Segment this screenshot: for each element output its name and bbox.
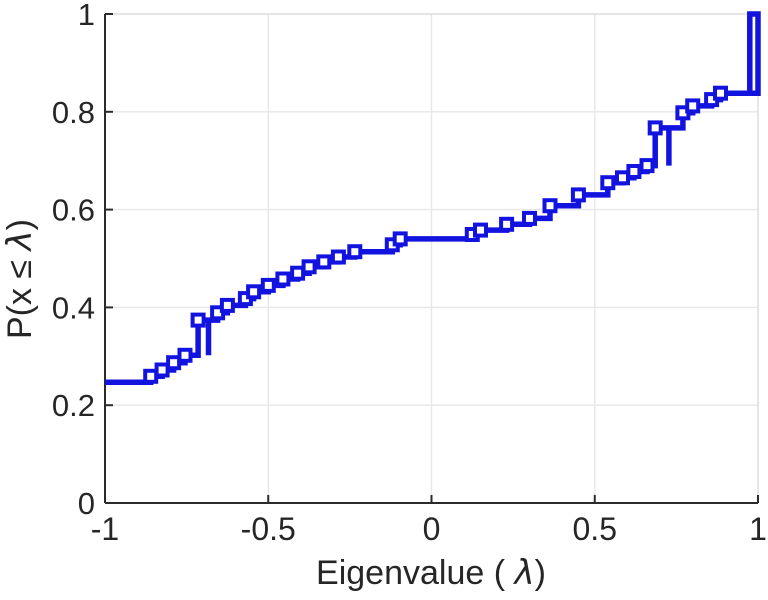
x-tick-label: 1: [749, 511, 767, 547]
data-point-marker: [473, 222, 488, 238]
data-point-marker: [570, 187, 586, 203]
data-point-marker: [626, 164, 642, 179]
y-axis-label: P(x ≤ λ): [0, 119, 42, 439]
data-point-marker: [219, 297, 235, 313]
data-point-marker: [647, 120, 663, 136]
data-point-marker: [347, 244, 363, 260]
data-point-marker: [685, 98, 701, 114]
y-axis-label-close: ): [1, 219, 39, 231]
y-axis-label-text: P(x ≤: [1, 250, 39, 340]
x-tick-label: -0.5: [241, 511, 296, 547]
lambda-symbol: λ: [0, 230, 40, 251]
data-point-marker: [275, 271, 291, 287]
data-point-marker: [290, 265, 306, 281]
lambda-symbol: λ: [514, 553, 535, 593]
x-tick-label: -1: [91, 511, 119, 547]
y-tick-label: 0.2: [52, 388, 95, 423]
x-tick-label: 0: [423, 511, 441, 547]
x-axis-label-close: ): [534, 554, 546, 592]
data-point-marker: [166, 355, 182, 371]
y-tick-label: 1: [78, 0, 95, 32]
data-point-marker: [190, 312, 206, 328]
data-point-marker: [143, 368, 159, 384]
y-tick-label: 0.6: [52, 193, 95, 228]
x-axis-label-text: Eigenvalue (: [316, 554, 515, 592]
data-point-marker: [260, 277, 276, 293]
data-point-marker: [522, 210, 537, 226]
data-point-marker: [713, 85, 728, 101]
y-tick-label: 0.8: [52, 95, 95, 130]
data-point-marker: [316, 254, 332, 270]
data-point-marker: [246, 284, 262, 300]
x-axis-label: Eigenvalue ( λ): [231, 553, 631, 595]
y-tick-label: 0.4: [52, 290, 95, 325]
data-point-marker: [499, 216, 515, 232]
data-point-marker: [154, 362, 170, 378]
data-point-marker: [392, 231, 408, 247]
x-tick-label: 0.5: [573, 511, 617, 547]
data-point-marker: [177, 347, 193, 363]
data-point-marker: [639, 158, 655, 174]
data-point-marker: [330, 249, 346, 265]
data-point-marker: [615, 170, 630, 186]
data-point-marker: [301, 259, 317, 275]
y-tick-label: 0: [78, 486, 95, 521]
data-point-marker: [600, 175, 616, 191]
data-point-marker: [542, 198, 558, 214]
